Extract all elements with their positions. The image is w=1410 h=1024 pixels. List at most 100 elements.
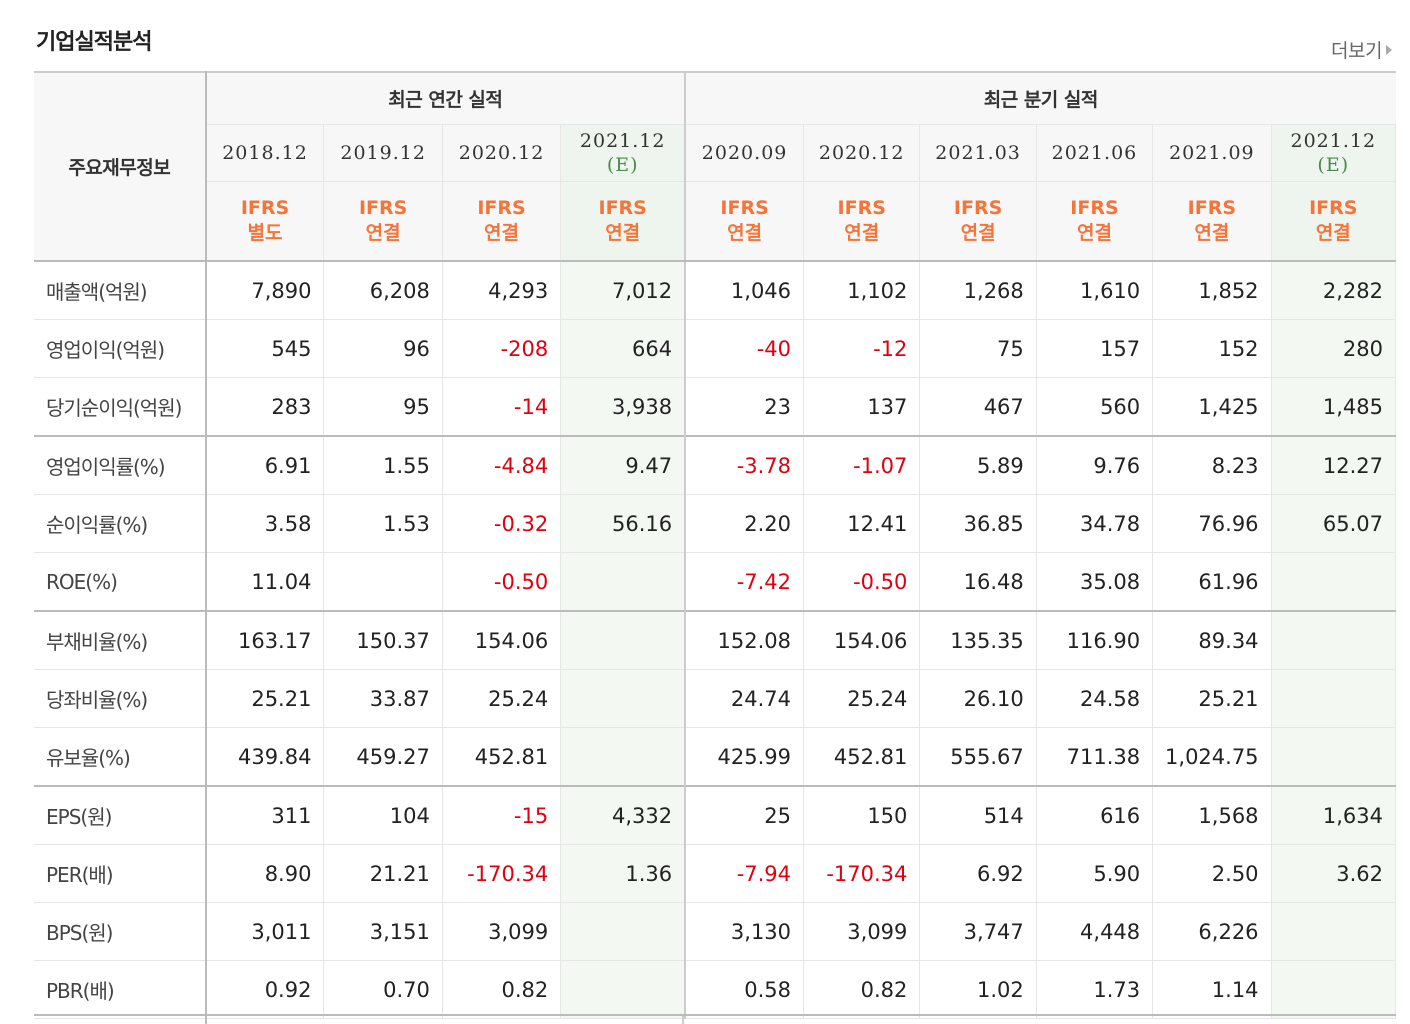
table-cell: -12 [803,319,921,378]
table-cell: 4,332 [560,785,686,845]
table-cell: 11.04 [205,552,325,612]
table-cell: 452.81 [803,727,921,787]
table-cell: 23 [684,377,805,437]
table-row: PBR(배) 0.92 0.70 0.82 0.58 0.82 1.02 1.73 1.14 [34,960,1397,1019]
section-title: 기업실적분석 [36,30,152,55]
table-cell: 1.53 [323,494,443,553]
accounting-standard: IFRS 연결 [1036,181,1154,262]
table-cell: 154.06 [803,610,921,670]
table-cell: 8.23 [1152,435,1272,495]
table-cell: 1.36 [560,844,686,903]
standard-name: IFRS [598,197,647,219]
table-cell: 1,568 [1152,785,1272,845]
table-cell: 1,485 [1271,377,1397,437]
table-cell: 1,024.75 [1152,727,1272,787]
accounting-standard: IFRS 별도 [205,181,325,262]
table-cell: 150.37 [323,610,443,670]
table-cell: 1,102 [803,261,921,320]
table-cell: 137 [803,377,921,437]
table-cell: 1.14 [1152,960,1272,1019]
row-label: 당기순이익(억원) [34,377,207,437]
table-cell: 12.41 [803,494,921,553]
standard-type: 연결 [605,222,641,244]
table-row: PER(배) 8.90 21.21 -170.34 1.36 -7.94 -170.34 6.… [34,844,1397,903]
table-cell: 3,151 [323,902,443,961]
standard-name: IFRS [1187,197,1237,219]
table-cell: 0.82 [803,960,921,1019]
quarterly-group-header: 최근 분기 실적 [684,71,1396,125]
table-row: 영업이익률(%) 6.91 1.55 -4.84 9.47 -3.78 -1.07 5.89 9… [34,435,1397,495]
table-cell: 1.55 [323,435,443,495]
estimate-mark: (E) [606,154,639,176]
table-cell: 6,226 [1152,902,1272,961]
table-cell: 1,046 [684,261,805,320]
standard-type: 연결 [1076,222,1112,244]
table-cell: 560 [1036,377,1154,437]
table-cell: 0.70 [323,960,443,1019]
table-cell: 75 [919,319,1037,378]
table-cell: 12.27 [1271,435,1397,495]
table-cell: 0.58 [684,960,805,1019]
table-cell: -3.78 [684,435,805,495]
table-cell: 35.08 [1036,552,1154,612]
standard-name: IFRS [1070,197,1119,219]
table-cell: 3,747 [919,902,1037,961]
corner-header: 주요재무정보 [34,71,207,262]
period-header: 2018.12 [205,124,325,182]
row-label: 매출액(억원) [34,261,207,320]
standard-name: IFRS [953,197,1003,219]
table-cell: 95 [323,377,443,437]
period-header: 2020.09 [684,124,805,182]
table-cell: 1,852 [1152,261,1272,320]
table-cell: -4.84 [442,435,562,495]
table-cell: 514 [919,785,1037,845]
table-cell: 711.38 [1036,727,1154,787]
table-cell [560,902,686,961]
table-cell: -14 [442,377,562,437]
table-cell [1271,610,1397,670]
table-cell: 664 [560,319,686,378]
table-cell: 150 [803,785,921,845]
accounting-standard: IFRS 연결 [323,181,443,262]
row-label: BPS(원) [34,902,207,961]
standard-name: IFRS [837,197,886,219]
table-cell: 1,425 [1152,377,1272,437]
row-label: 당좌비율(%) [34,669,207,728]
table-cell: 135.35 [919,610,1037,670]
standard-name: IFRS [358,197,408,219]
table-row: EPS(원) 311 104 -15 4,332 25 150 514 616 1,568 1,63… [34,785,1397,845]
table-cell: 163.17 [205,610,325,670]
period-header: 2020.12 [442,124,562,182]
accounting-standard: IFRS 연결 [442,181,562,262]
financial-table: 주요재무정보 최근 연간 실적 최근 분기 실적 2018.12 2019.12 2… [34,71,1397,1019]
table-cell: 24.58 [1036,669,1154,728]
period-header: 2021.12 (E) [560,124,686,182]
period-label: 2021.09 [1169,142,1255,164]
row-label: 부채비율(%) [34,610,207,670]
more-link[interactable]: 더보기 [1331,36,1392,63]
period-header: 2019.12 [323,124,443,182]
period-header: 2021.03 [919,124,1037,182]
table-cell: -7.94 [684,844,805,903]
table-cell: 545 [205,319,325,378]
table-cell [1271,552,1397,612]
table-cell [1271,669,1397,728]
row-label: 영업이익(억원) [34,319,207,378]
table-cell: 425.99 [684,727,805,787]
table-cell: 8.90 [205,844,325,903]
standard-name: IFRS [477,197,526,219]
table-cell: 6.92 [919,844,1037,903]
table-cell: -15 [442,785,562,845]
table-cell: 1.02 [919,960,1037,1019]
standard-type: 연결 [365,222,401,244]
table-cell: 154.06 [442,610,562,670]
table-cell: 6.91 [205,435,325,495]
period-label: 2020.09 [701,142,788,164]
table-cell: 34.78 [1036,494,1154,553]
accounting-standard: IFRS 연결 [684,181,805,262]
table-row: BPS(원) 3,011 3,151 3,099 3,130 3,099 3,747 4,44… [34,902,1397,961]
table-cell: 89.34 [1152,610,1272,670]
standard-type: 연결 [727,222,763,244]
table-cell: -40 [684,319,805,378]
table-cell: 1,268 [919,261,1037,320]
